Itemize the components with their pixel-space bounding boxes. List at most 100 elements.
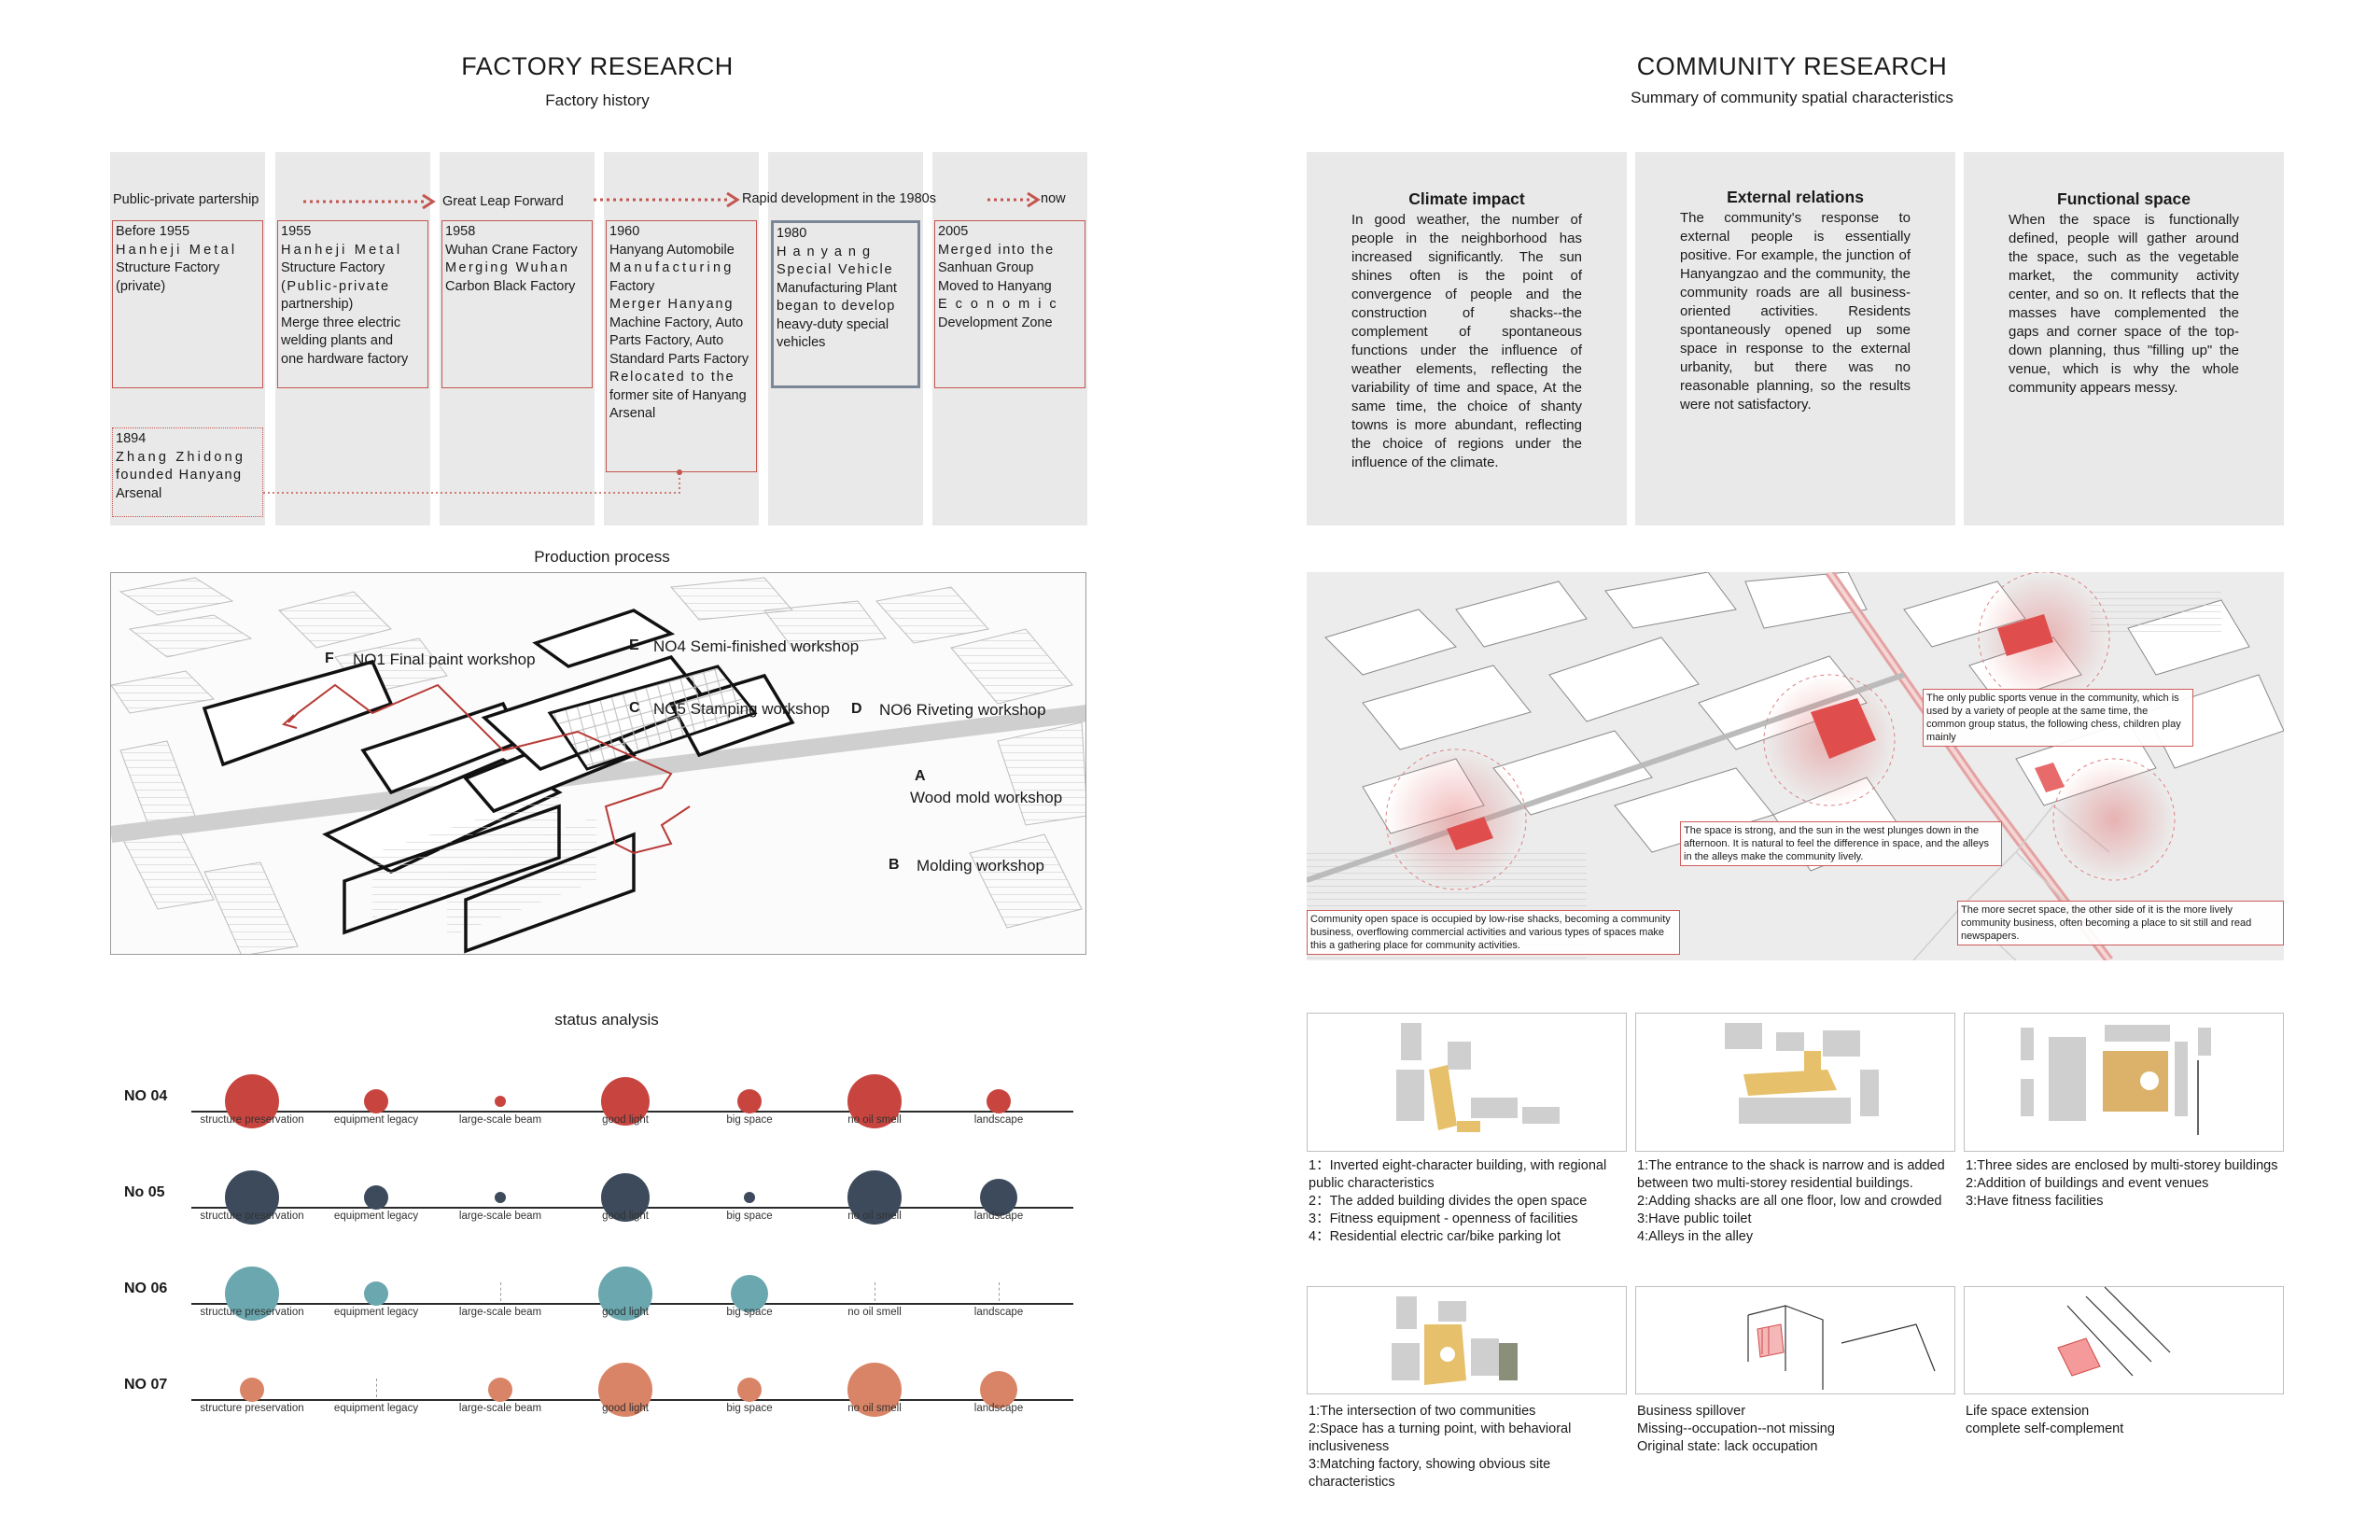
site-plan-icon xyxy=(1725,1023,1879,1124)
community-aerial-map xyxy=(1307,572,2284,960)
event-line: Standard Parts Factory xyxy=(609,351,749,367)
status-bubble xyxy=(847,1363,902,1417)
caption-line: 3:Have public toilet xyxy=(1637,1211,1752,1226)
workshop-letter-e: E xyxy=(629,637,639,653)
event-1894: 1894 Zhang Zhidong founded Hanyang Arsen… xyxy=(112,427,263,517)
status-category-label: equipment legacy xyxy=(333,1307,419,1318)
event-line: Zhang Zhidong xyxy=(116,449,246,465)
status-category-label: structure preservation xyxy=(200,1403,304,1414)
status-category-label: equipment legacy xyxy=(333,1114,419,1126)
factory-history-subtitle: Factory history xyxy=(545,91,650,109)
event-line: Factory xyxy=(609,278,655,294)
period-label: Public-private partership xyxy=(113,192,259,207)
event-line: Machine Factory, Auto xyxy=(609,315,744,330)
status-row-label: NO 07 xyxy=(124,1377,168,1393)
status-category-label: no oil smell xyxy=(847,1114,902,1126)
workshop-letter-d: D xyxy=(851,701,862,717)
status-bubble xyxy=(847,1074,902,1128)
caption-line: Original state: lack occupation xyxy=(1637,1439,1818,1454)
event-line: Manufacturing xyxy=(609,260,735,275)
event-line: (private) xyxy=(116,278,166,294)
status-bubble xyxy=(980,1179,1017,1216)
event-line: Structure Factory xyxy=(281,260,385,275)
status-category-label: equipment legacy xyxy=(333,1211,419,1222)
event-line: Arsenal xyxy=(609,406,656,421)
dotted-arrow-icon xyxy=(987,191,1041,208)
event-year: 1894 xyxy=(116,431,147,446)
status-bubble xyxy=(744,1192,755,1203)
community-title: COMMUNITY RESEARCH xyxy=(1636,52,1948,80)
status-bubble xyxy=(731,1275,768,1312)
event-line: Hanyang Automobile xyxy=(609,242,735,258)
card-functional-space: Functional space When the space is funct… xyxy=(1964,152,2284,525)
card-text: In good weather, the number of people in… xyxy=(1351,212,1582,470)
status-bubble xyxy=(488,1378,512,1402)
diagram-6 xyxy=(1964,1286,2284,1394)
status-category-label: big space xyxy=(726,1211,773,1222)
status-category-label: big space xyxy=(726,1114,773,1126)
event-line: Hanyang xyxy=(777,244,877,259)
factory-title: FACTORY RESEARCH xyxy=(461,52,734,80)
status-empty-marker xyxy=(376,1379,377,1397)
workshop-label-molding: Molding workshop xyxy=(917,857,1045,875)
status-category-label: large-scale beam xyxy=(458,1114,542,1126)
status-category-label: good light xyxy=(602,1211,649,1222)
status-bubble xyxy=(598,1267,652,1321)
caption-6: Life space extension complete self-compl… xyxy=(1966,1403,2288,1438)
workshop-label-no4: NO4 Semi-finished workshop xyxy=(653,637,860,655)
caption-1: 1：Inverted eight-character building, wit… xyxy=(1309,1157,1631,1246)
workshop-label-no5: NO5 Stamping workshop xyxy=(653,700,830,718)
event-line: Merging Wuhan xyxy=(445,260,570,275)
timeline-column xyxy=(440,152,595,525)
event-line: welding plants and xyxy=(281,333,394,348)
status-bubble xyxy=(737,1378,762,1402)
status-bubble xyxy=(364,1281,388,1306)
status-bubble xyxy=(601,1077,650,1126)
status-bubble xyxy=(240,1378,264,1402)
status-bubble xyxy=(987,1089,1011,1113)
caption-3: 1:Three sides are enclosed by multi-stor… xyxy=(1966,1157,2288,1211)
status-category-label: big space xyxy=(726,1403,773,1414)
event-line: Merge three electric xyxy=(281,315,401,330)
status-category-label: landscape xyxy=(973,1114,1024,1126)
status-bubble xyxy=(601,1173,650,1222)
timeline-column xyxy=(110,152,265,525)
caption-line: 3：Fitness equipment - openness of facili… xyxy=(1309,1211,1578,1226)
card-title: Functional space xyxy=(2057,189,2191,208)
status-bubble xyxy=(364,1089,388,1113)
event-line: founded Hanyang xyxy=(116,468,243,483)
status-bubble xyxy=(847,1170,902,1225)
caption-line: 3:Matching factory, showing obvious site… xyxy=(1309,1457,1551,1490)
extension-sketch-icon xyxy=(2057,1287,2171,1377)
event-line: Hanheji Metal xyxy=(281,242,403,258)
community-subtitle: Summary of community spatial characteris… xyxy=(1631,89,1953,106)
shack-sketch-icon xyxy=(1747,1305,1936,1390)
status-bubble xyxy=(225,1074,279,1128)
caption-line: Missing--occupation--not missing xyxy=(1637,1421,1835,1436)
workshop-letter-a: A xyxy=(915,768,926,784)
dotted-arrow-icon xyxy=(594,191,740,208)
diagram-2 xyxy=(1635,1013,1955,1152)
axonometric-map-icon xyxy=(111,577,1085,954)
caption-line: Business spillover xyxy=(1637,1404,1746,1419)
event-line: Economic xyxy=(938,297,1065,312)
caption-line: 3:Have fitness facilities xyxy=(1966,1194,2104,1209)
workshop-label-wood-mold: Wood mold workshop xyxy=(910,789,1063,806)
caption-2: 1:The entrance to the shack is narrow an… xyxy=(1637,1157,1959,1246)
status-category-label: structure preservation xyxy=(200,1211,304,1222)
production-title: Production process xyxy=(534,548,670,566)
event-line: Hanheji Metal xyxy=(116,242,238,258)
status-bubble xyxy=(495,1096,506,1107)
workshop-label-no1: NO1 Final paint workshop xyxy=(353,651,536,668)
caption-line: Life space extension xyxy=(1966,1404,2090,1419)
card-title: Climate impact xyxy=(1408,189,1525,208)
dotted-arrow-icon xyxy=(303,193,436,210)
timeline-column xyxy=(275,152,430,525)
status-category-label: structure preservation xyxy=(200,1114,304,1126)
status-title: status analysis xyxy=(554,1011,659,1029)
status-category-label: structure preservation xyxy=(200,1307,304,1318)
status-category-label: landscape xyxy=(973,1211,1024,1222)
note-secret-space: The more secret space, the other side of… xyxy=(1957,901,2284,945)
status-category-label: no oil smell xyxy=(847,1307,902,1318)
event-line: former site of Hanyang xyxy=(609,387,747,403)
